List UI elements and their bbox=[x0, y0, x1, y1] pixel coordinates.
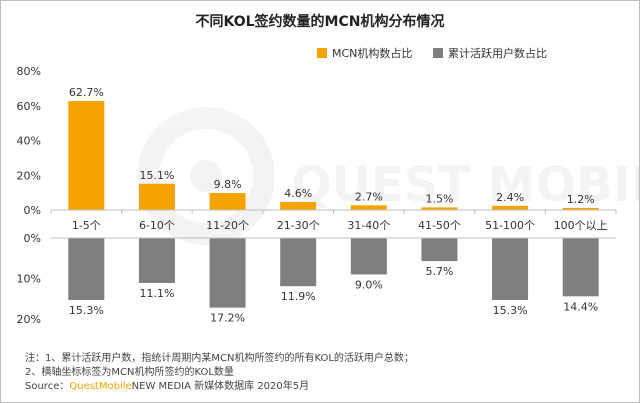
category-label: 1-5个 bbox=[72, 219, 101, 232]
data-label-mcn: 9.8% bbox=[214, 178, 242, 191]
top-y-tick-label: 20% bbox=[17, 169, 41, 182]
data-label-users: 11.1% bbox=[139, 287, 174, 300]
legend-item-mcn: MCN机构数占比 bbox=[317, 45, 412, 61]
footnote-2: 2、横轴坐标标签为MCN机构所签约的KOL数量 bbox=[25, 367, 234, 378]
bar-users bbox=[209, 238, 246, 308]
legend: MCN机构数占比 累计活跃用户数占比 bbox=[1, 45, 639, 65]
category-label: 6-10个 bbox=[139, 219, 175, 232]
chart-title: 不同KOL签约数量的MCN机构分布情况 bbox=[195, 14, 445, 30]
data-label-mcn: 15.1% bbox=[139, 169, 174, 182]
legend-swatch-users bbox=[433, 48, 443, 58]
bottom-y-tick-label: 0% bbox=[24, 232, 41, 245]
category-label: 41-50个 bbox=[418, 219, 461, 232]
bar-mcn bbox=[562, 207, 599, 210]
top-y-tick-label: 80% bbox=[17, 65, 41, 78]
data-label-users: 15.3% bbox=[69, 304, 104, 317]
data-label-users: 11.9% bbox=[281, 290, 316, 303]
category-label: 31-40个 bbox=[347, 219, 390, 232]
watermark-logo: QUEST MOBILE bbox=[137, 107, 639, 245]
footnote-1: 注：1、累计活跃用户数，指统计周期内某MCN机构所签约的所有KOL的活跃用户总数… bbox=[25, 353, 414, 364]
source-line: Source：QuestMobileNEW MEDIA 新媒体数据库 2020年… bbox=[25, 380, 414, 394]
category-label: 51-100个 bbox=[485, 219, 535, 232]
legend-label-users: 累计活跃用户数占比 bbox=[448, 47, 547, 60]
bar-users bbox=[138, 238, 175, 283]
data-label-users: 15.3% bbox=[493, 304, 528, 317]
bar-users bbox=[562, 238, 599, 297]
top-y-tick-label: 0% bbox=[24, 204, 41, 217]
data-label-mcn: 1.2% bbox=[567, 193, 595, 206]
bottom-y-tick-label: 20% bbox=[17, 313, 41, 326]
legend-item-users: 累计活跃用户数占比 bbox=[433, 45, 547, 61]
bar-mcn bbox=[209, 192, 246, 210]
bar-users bbox=[421, 238, 458, 262]
bar-users bbox=[68, 238, 105, 300]
category-label: 21-30个 bbox=[277, 219, 320, 232]
bar-mcn bbox=[280, 202, 317, 210]
legend-swatch-mcn bbox=[317, 48, 327, 58]
data-label-users: 14.4% bbox=[563, 300, 598, 313]
bar-mcn bbox=[492, 205, 529, 210]
footnotes: 注：1、累计活跃用户数，指统计周期内某MCN机构所签约的所有KOL的活跃用户总数… bbox=[25, 352, 414, 394]
data-label-users: 5.7% bbox=[425, 265, 453, 278]
category-label: 11-20个 bbox=[206, 219, 249, 232]
bar-mcn bbox=[421, 207, 458, 210]
data-label-mcn: 1.5% bbox=[425, 192, 453, 205]
source-prefix: Source： bbox=[25, 381, 70, 392]
top-y-tick-label: 60% bbox=[17, 100, 41, 113]
data-label-mcn: 2.4% bbox=[496, 191, 524, 204]
bar-users bbox=[350, 238, 387, 275]
bar-mcn bbox=[68, 101, 105, 210]
legend-label-mcn: MCN机构数占比 bbox=[332, 47, 413, 60]
category-label: 100个以上 bbox=[554, 219, 608, 232]
top-y-tick-label: 40% bbox=[17, 135, 41, 148]
bar-users bbox=[492, 238, 529, 300]
data-label-users: 9.0% bbox=[355, 278, 383, 291]
data-label-mcn: 2.7% bbox=[355, 190, 383, 203]
bar-mcn bbox=[138, 183, 175, 210]
source-rest: NEW MEDIA 新媒体数据库 2020年5月 bbox=[131, 381, 310, 392]
source-brand: QuestMobile bbox=[69, 381, 132, 392]
data-label-mcn: 4.6% bbox=[284, 187, 312, 200]
bar-mcn bbox=[350, 205, 387, 210]
bar-users bbox=[280, 238, 317, 287]
data-label-users: 17.2% bbox=[210, 312, 245, 325]
watermark-text: QUEST MOBILE bbox=[291, 157, 639, 213]
data-label-mcn: 62.7% bbox=[69, 86, 104, 99]
bottom-y-tick-label: 10% bbox=[17, 273, 41, 286]
